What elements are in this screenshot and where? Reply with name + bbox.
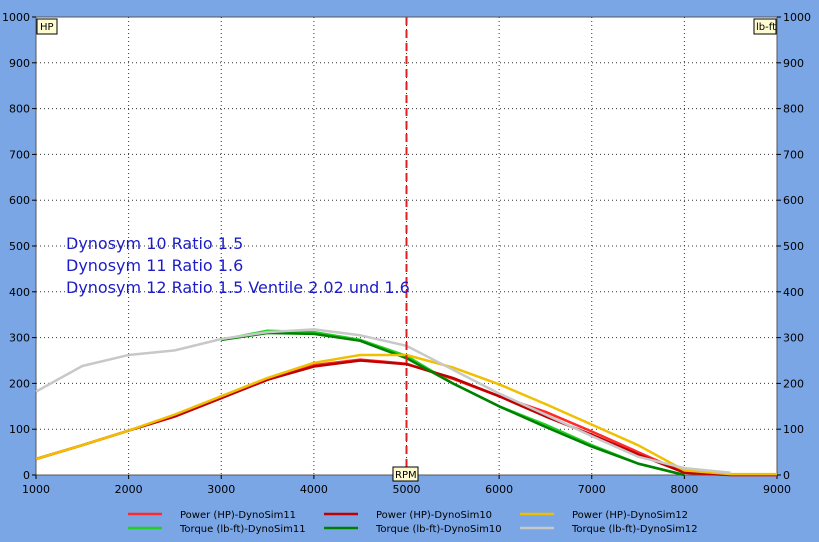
right-tick-label: 200	[783, 377, 804, 390]
svg-text:lb-ft: lb-ft	[756, 22, 776, 33]
annotation-block: Dynosym 10 Ratio 1.5 Dynosym 11 Ratio 1.…	[66, 234, 410, 297]
x-tick-label: 8000	[670, 483, 698, 496]
annotation-line: Dynosym 11 Ratio 1.6	[66, 256, 243, 275]
x-tick-label: 4000	[300, 483, 328, 496]
left-tick-label: 600	[9, 194, 30, 207]
legend: Power (HP)-DynoSim11 Torque (lb-ft)-DynoS…	[128, 510, 698, 535]
annotation-line: Dynosym 10 Ratio 1.5	[66, 234, 243, 253]
x-tick-label: 5000	[393, 483, 421, 496]
legend-label: Torque (lb-ft)-DynoSim10	[375, 524, 502, 535]
x-tick-label: 3000	[207, 483, 235, 496]
left-tick-label: 700	[9, 148, 30, 161]
right-tick-label: 1000	[783, 11, 811, 24]
right-tick-label: 0	[783, 469, 790, 482]
right-tick-label: 900	[783, 57, 804, 70]
series-line	[221, 331, 685, 477]
left-tick-label: 800	[9, 103, 30, 116]
legend-label: Torque (lb-ft)-DynoSim12	[571, 524, 698, 535]
right-unit-label: lb-ft	[753, 18, 777, 35]
right-tick-label: 800	[783, 103, 804, 116]
grid-lines	[36, 17, 777, 475]
legend-label: Power (HP)-DynoSim10	[376, 510, 492, 521]
left-tick-label: 400	[9, 286, 30, 299]
left-tick-label: 100	[9, 423, 30, 436]
annotation-line: Dynosym 12 Ratio 1.5 Ventile 2.02 und 1.…	[66, 278, 410, 297]
left-tick-label: 1000	[2, 11, 30, 24]
right-axis-ticks: 0 100 200 300 400 500 600 700 800 900 1000	[777, 11, 811, 482]
right-tick-label: 700	[783, 148, 804, 161]
x-tick-label: 9000	[763, 483, 791, 496]
left-tick-label: 200	[9, 377, 30, 390]
right-tick-label: 300	[783, 332, 804, 345]
svg-text:HP: HP	[40, 22, 54, 33]
right-tick-label: 500	[783, 240, 804, 253]
legend-label: Torque (lb-ft)-DynoSim11	[179, 524, 306, 535]
left-tick-label: 0	[23, 469, 30, 482]
x-tick-label: 2000	[115, 483, 143, 496]
legend-label: Power (HP)-DynoSim12	[572, 510, 688, 521]
svg-text:RPM: RPM	[395, 470, 417, 481]
x-unit-label: RPM	[392, 466, 419, 482]
right-tick-label: 100	[783, 423, 804, 436]
series-line	[35, 328, 731, 474]
x-axis-ticks: 1000 2000 3000 4000 5000 6000 7000 8000 9000	[22, 475, 791, 496]
left-tick-label: 900	[9, 57, 30, 70]
left-unit-label: HP	[36, 18, 58, 35]
x-tick-label: 7000	[578, 483, 606, 496]
x-tick-label: 1000	[22, 483, 50, 496]
right-tick-label: 400	[783, 286, 804, 299]
left-tick-label: 300	[9, 332, 30, 345]
left-tick-label: 500	[9, 240, 30, 253]
right-tick-label: 600	[783, 194, 804, 207]
x-tick-label: 6000	[485, 483, 513, 496]
legend-label: Power (HP)-DynoSim11	[180, 510, 296, 521]
left-axis-ticks: 0 100 200 300 400 500 600 700 800 900 1000	[2, 11, 36, 482]
